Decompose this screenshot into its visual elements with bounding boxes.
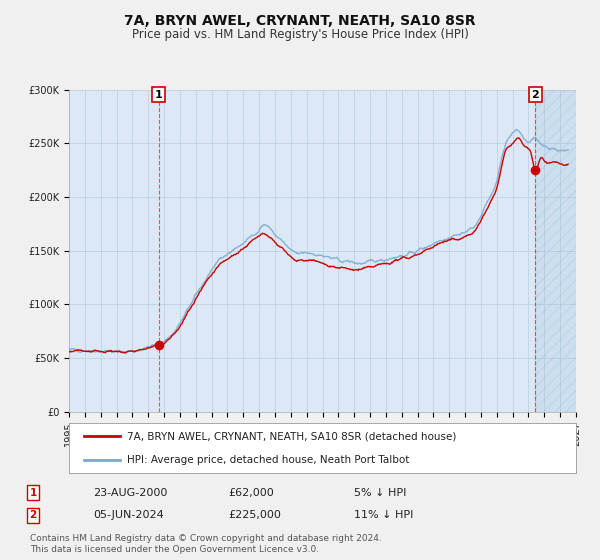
Text: HPI: Average price, detached house, Neath Port Talbot: HPI: Average price, detached house, Neat…: [127, 455, 410, 465]
Point: [530, 166, 540, 175]
Text: 7A, BRYN AWEL, CRYNANT, NEATH, SA10 8SR: 7A, BRYN AWEL, CRYNANT, NEATH, SA10 8SR: [124, 14, 476, 28]
Text: 2: 2: [29, 510, 37, 520]
Point: [154, 340, 163, 349]
Text: 23-AUG-2000: 23-AUG-2000: [93, 488, 167, 498]
Text: 2: 2: [532, 90, 539, 100]
Text: 05-JUN-2024: 05-JUN-2024: [93, 510, 164, 520]
Text: Contains HM Land Registry data © Crown copyright and database right 2024.: Contains HM Land Registry data © Crown c…: [30, 534, 382, 543]
Text: This data is licensed under the Open Government Licence v3.0.: This data is licensed under the Open Gov…: [30, 545, 319, 554]
Text: 1: 1: [155, 90, 163, 100]
Text: 1: 1: [29, 488, 37, 498]
Bar: [535, 90, 576, 412]
Text: Price paid vs. HM Land Registry's House Price Index (HPI): Price paid vs. HM Land Registry's House …: [131, 28, 469, 41]
Text: £225,000: £225,000: [228, 510, 281, 520]
Text: 11% ↓ HPI: 11% ↓ HPI: [354, 510, 413, 520]
Text: 7A, BRYN AWEL, CRYNANT, NEATH, SA10 8SR (detached house): 7A, BRYN AWEL, CRYNANT, NEATH, SA10 8SR …: [127, 431, 457, 441]
Text: £62,000: £62,000: [228, 488, 274, 498]
Text: 5% ↓ HPI: 5% ↓ HPI: [354, 488, 406, 498]
